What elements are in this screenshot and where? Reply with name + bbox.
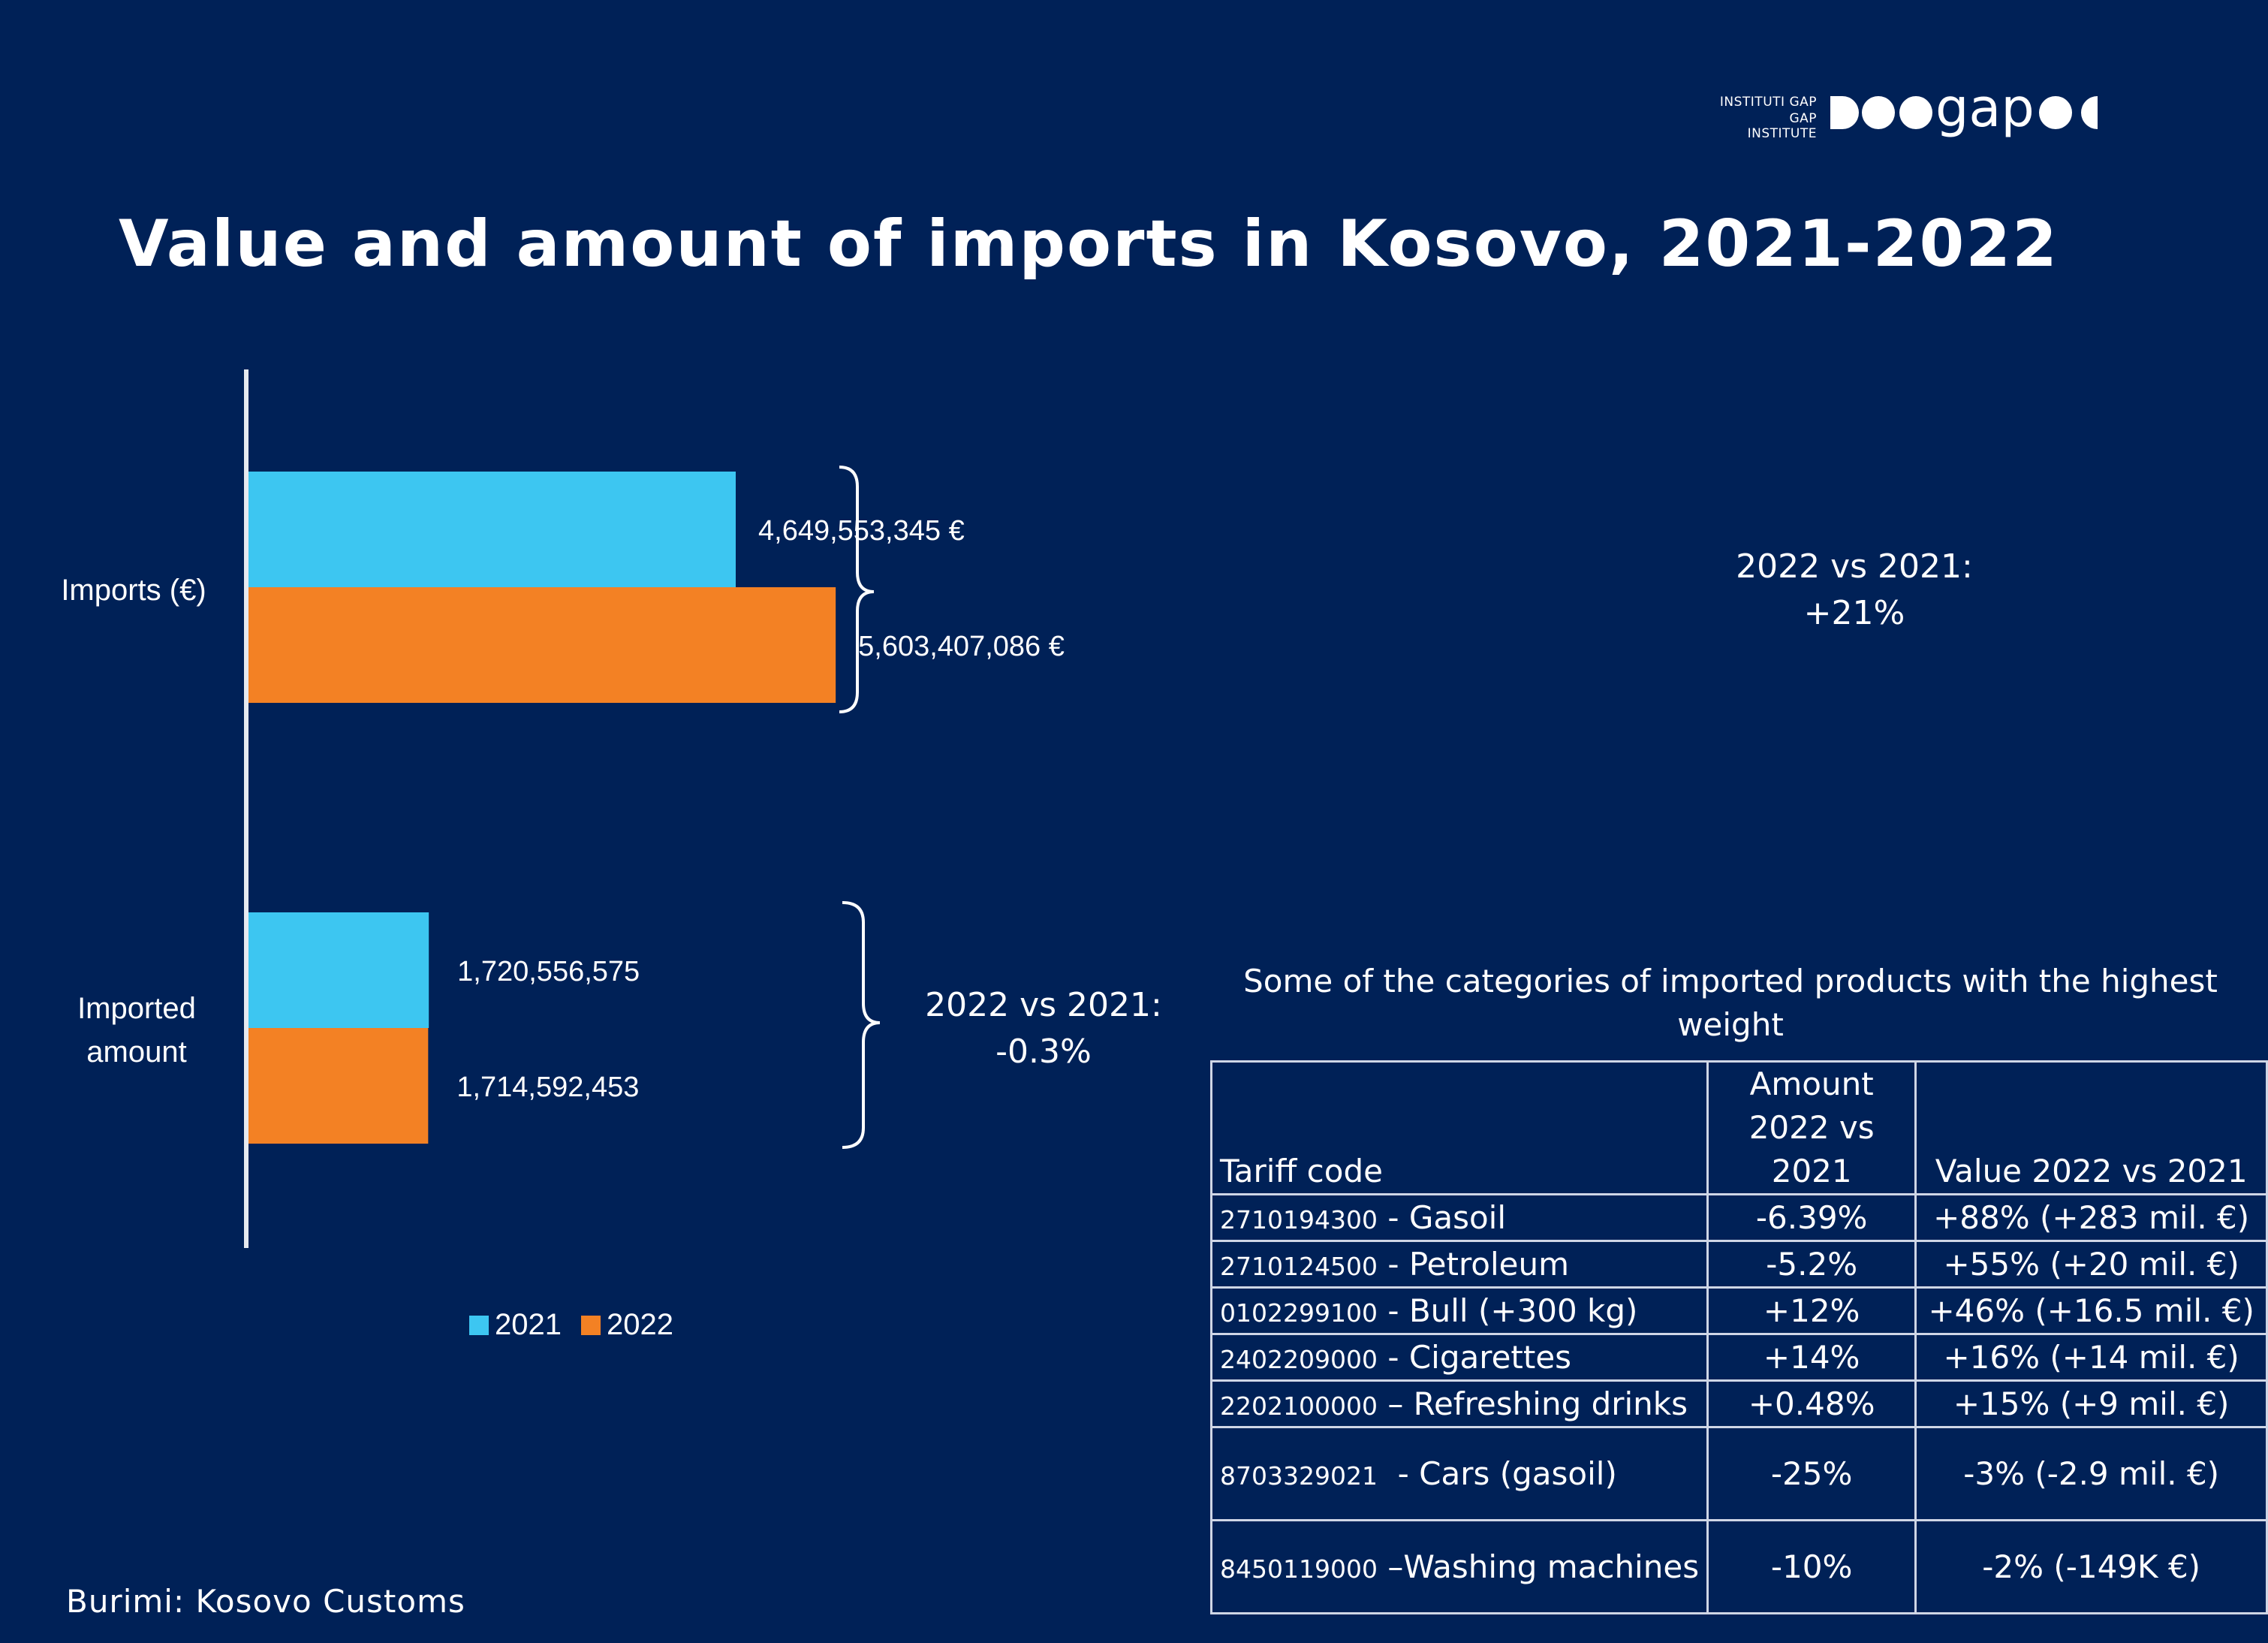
table-row: 2710194300 - Gasoil -6.39% +88% (+283 mil.… bbox=[1209, 1193, 2268, 1242]
legend: 2021 2022 bbox=[469, 1308, 673, 1342]
bar-2022-0 bbox=[248, 587, 836, 703]
legend-label-2022: 2022 bbox=[606, 1308, 673, 1341]
amount-change: +14% bbox=[1706, 1333, 1917, 1382]
table-row: 2402209000 - Cigarettes +14% +16% (+14 mil… bbox=[1209, 1333, 2268, 1382]
tariff-code: 2710194300 bbox=[1220, 1205, 1378, 1235]
value-change: -2% (-149K €) bbox=[1914, 1519, 2268, 1614]
value-change: +15% (+9 mil. €) bbox=[1914, 1379, 2268, 1428]
table-row: 8703329021 - Cars (gasoil) -25% -3% (-2.9 … bbox=[1209, 1426, 2268, 1521]
amount-change: +12% bbox=[1706, 1286, 1917, 1335]
table-row: 2202100000 – Refreshing drinks +0.48% +15%… bbox=[1209, 1379, 2268, 1428]
value-change: +46% (+16.5 mil. €) bbox=[1914, 1286, 2268, 1335]
bar-2022-1 bbox=[248, 1028, 429, 1144]
tariff-cell: 2402209000 - Cigarettes bbox=[1209, 1333, 1709, 1382]
comparison-amount-value: -0.3% bbox=[995, 1033, 1092, 1071]
tariff-code: 2402209000 bbox=[1220, 1345, 1378, 1374]
logo-text-line2: GAP INSTITUTE bbox=[1747, 111, 1817, 141]
bar-value-label: 5,603,407,086 € bbox=[858, 631, 1065, 662]
bar-2021-0 bbox=[248, 472, 736, 587]
gap-institute-logo: INSTITUTI GAP GAP INSTITUTE gap bbox=[1719, 90, 2110, 150]
tariff-cell: 2710124500 - Petroleum bbox=[1209, 1240, 1709, 1289]
tariff-cell: 0102299100 - Bull (+300 kg) bbox=[1209, 1286, 1709, 1335]
table-header-row: Tariff code Amount 2022 vs 2021 Value 20… bbox=[1209, 1060, 2268, 1195]
table-caption: Some of the categories of imported produ… bbox=[1243, 963, 2218, 1043]
bracket-amount bbox=[842, 901, 881, 1149]
product-name: – Refreshing drinks bbox=[1377, 1385, 1688, 1422]
tariff-cell: 2710194300 - Gasoil bbox=[1209, 1193, 1709, 1242]
value-change: +55% (+20 mil. €) bbox=[1914, 1240, 2268, 1289]
tariff-cell: 8450119000 –Washing machines bbox=[1209, 1519, 1709, 1614]
amount-change: -10% bbox=[1706, 1519, 1917, 1614]
product-name: –Washing machines bbox=[1377, 1548, 1700, 1585]
comparison-amount-label: 2022 vs 2021: bbox=[925, 986, 1162, 1024]
bracket-imports bbox=[839, 466, 875, 713]
category-label: Imports (€) bbox=[61, 574, 206, 607]
source-note: Burimi: Kosovo Customs bbox=[66, 1583, 465, 1620]
legend-swatch-2022 bbox=[580, 1315, 601, 1335]
header-tariff-code: Tariff code bbox=[1209, 1060, 1709, 1195]
legend-item-2022: 2022 bbox=[580, 1308, 673, 1342]
comparison-imports: 2022 vs 2021: +21% bbox=[1674, 544, 2035, 637]
bar-2021-1 bbox=[248, 912, 429, 1028]
product-name: - Cigarettes bbox=[1377, 1339, 1572, 1376]
tariff-code: 8450119000 bbox=[1220, 1554, 1378, 1584]
header-value: Value 2022 vs 2021 bbox=[1914, 1060, 2268, 1195]
category-label: Imported amount bbox=[77, 992, 196, 1069]
amount-change: +0.48% bbox=[1706, 1379, 1917, 1428]
bar-chart: Imports (€) 4,649,553,345 € 5,603,407,086 … bbox=[61, 369, 1065, 1248]
value-change: +88% (+283 mil. €) bbox=[1914, 1193, 2268, 1242]
table-row: 8450119000 –Washing machines -10% -2% (-14… bbox=[1209, 1519, 2268, 1614]
legend-item-2021: 2021 bbox=[469, 1308, 562, 1342]
tariff-code: 2710124500 bbox=[1220, 1252, 1378, 1281]
value-change: +16% (+14 mil. €) bbox=[1914, 1333, 2268, 1382]
product-name: - Cars (gasoil) bbox=[1377, 1455, 1617, 1492]
table-row: 0102299100 - Bull (+300 kg) +12% +46% (+16… bbox=[1209, 1286, 2268, 1335]
comparison-imports-value: +21% bbox=[1803, 594, 1905, 632]
tariff-code: 0102299100 bbox=[1220, 1298, 1378, 1328]
tariff-cell: 2202100000 – Refreshing drinks bbox=[1209, 1379, 1709, 1428]
header-amount: Amount 2022 vs 2021 bbox=[1706, 1060, 1917, 1195]
tariff-code: 8703329021 bbox=[1220, 1461, 1378, 1491]
chart-title: Value and amount of imports in Kosovo, 2… bbox=[119, 207, 2059, 282]
table-row: 2710124500 - Petroleum -5.2% +55% (+20 mil… bbox=[1209, 1240, 2268, 1289]
amount-change: -5.2% bbox=[1706, 1240, 1917, 1289]
value-change: -3% (-2.9 mil. €) bbox=[1914, 1426, 2268, 1521]
bar-value-label: 1,720,556,575 bbox=[457, 956, 640, 987]
logo-text-line1: INSTITUTI GAP bbox=[1719, 95, 1817, 110]
tariff-table: Tariff code Amount 2022 vs 2021 Value 20… bbox=[1209, 1060, 2268, 1614]
tariff-cell: 8703329021 - Cars (gasoil) bbox=[1209, 1426, 1709, 1521]
product-name: - Gasoil bbox=[1377, 1199, 1507, 1236]
comparison-imports-label: 2022 vs 2021: bbox=[1736, 547, 1973, 586]
logo-wordmark: gap bbox=[1935, 90, 2035, 139]
bar-value-label: 1,714,592,453 bbox=[456, 1072, 639, 1103]
legend-label-2021: 2021 bbox=[495, 1308, 562, 1341]
product-name: - Bull (+300 kg) bbox=[1377, 1292, 1638, 1329]
gap-logo-mark: gap bbox=[1830, 90, 2098, 139]
bar-value-label: 4,649,553,345 € bbox=[758, 515, 965, 547]
comparison-amount: 2022 vs 2021: -0.3% bbox=[886, 982, 1201, 1075]
legend-swatch-2021 bbox=[469, 1315, 489, 1335]
amount-change: -25% bbox=[1706, 1426, 1917, 1521]
tariff-code: 2202100000 bbox=[1220, 1391, 1378, 1421]
product-name: - Petroleum bbox=[1377, 1246, 1570, 1283]
amount-change: -6.39% bbox=[1706, 1193, 1917, 1242]
